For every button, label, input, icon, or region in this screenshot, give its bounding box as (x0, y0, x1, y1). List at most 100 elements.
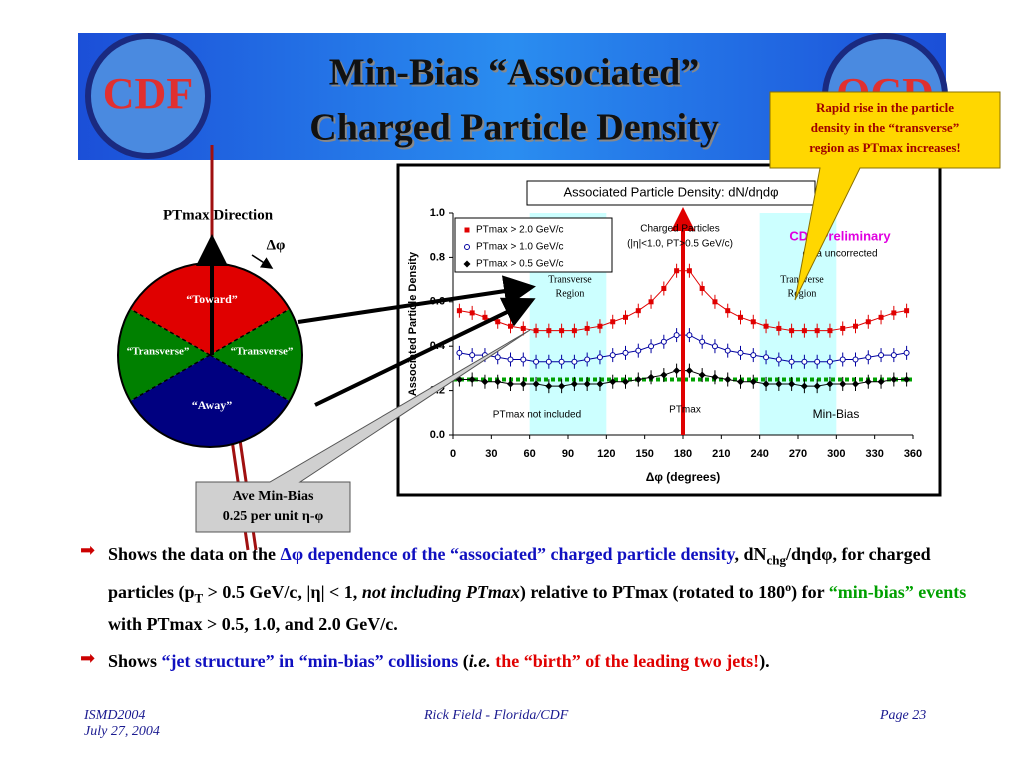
chart: 0.00.20.40.60.81.00306090120150180210240… (407, 180, 922, 484)
point (609, 352, 616, 359)
point (519, 380, 527, 388)
text: T (194, 590, 204, 606)
annotation: data uncorrected (802, 249, 877, 260)
point (890, 352, 897, 359)
point (750, 352, 757, 359)
text: “min-bias” events (828, 581, 967, 602)
point (776, 325, 782, 331)
point (852, 380, 859, 388)
point (546, 328, 552, 334)
point (456, 349, 463, 356)
point (775, 380, 783, 388)
point (699, 285, 705, 291)
point (763, 323, 769, 329)
point (853, 323, 858, 329)
point (597, 323, 603, 329)
point (788, 380, 796, 388)
point (750, 319, 756, 325)
annotation: (|η|<1.0, PT>0.5 GeV/c) (627, 239, 733, 250)
y-tick-label: 1.0 (430, 207, 445, 219)
point (481, 378, 489, 386)
text: ). (759, 651, 770, 671)
point (622, 349, 629, 356)
annotation: Charged Particles (640, 224, 719, 235)
point (635, 308, 641, 314)
point (596, 354, 603, 361)
y-axis-label: Associated Particle Density (407, 251, 419, 396)
annotation: PTmax (669, 405, 701, 416)
logo: CDF (85, 33, 211, 159)
x-tick-label: 210 (712, 448, 730, 460)
point (763, 354, 770, 361)
bullet-icon: ➡ (80, 540, 96, 560)
annotation: PTmax not included (493, 410, 581, 421)
text: not including PTmax (361, 581, 520, 602)
point (852, 356, 859, 363)
point (699, 338, 706, 345)
point (903, 349, 910, 356)
point (570, 380, 578, 388)
point (801, 328, 807, 334)
point (904, 308, 910, 314)
text: /dηdφ, for charged particles (p (108, 544, 931, 602)
point (903, 376, 911, 383)
pointer-arrow (314, 297, 536, 407)
point (647, 373, 655, 381)
legend-label: PTmax > 2.0 GeV/c (476, 225, 564, 236)
text: ( (458, 651, 469, 671)
legend (454, 217, 613, 273)
direction-label: PTmax Direction (163, 207, 274, 223)
point (673, 367, 681, 375)
text: Δφ dependence of the “associated” charge… (280, 544, 735, 564)
annotation: CDF Preliminary (789, 228, 891, 243)
region-label: “Toward” (186, 292, 238, 306)
point (698, 371, 706, 379)
point (890, 376, 898, 383)
point (558, 358, 565, 365)
point (559, 328, 565, 334)
point (878, 352, 885, 359)
title: Charged Particle Density (309, 107, 718, 149)
chart-title: Associated Particle Density: dN/dηdφ (563, 184, 778, 199)
point (622, 378, 629, 386)
point (738, 314, 743, 320)
x-tick-label: 180 (674, 448, 692, 460)
x-tick-label: 90 (562, 448, 574, 460)
point (864, 378, 872, 386)
point (507, 356, 514, 363)
x-tick-label: 330 (865, 448, 883, 460)
point (813, 382, 821, 390)
point (596, 380, 604, 388)
point (545, 358, 552, 365)
point (456, 308, 462, 314)
callout (769, 91, 1001, 301)
text: July 27, 2004 (84, 724, 160, 739)
point (865, 354, 872, 361)
point (878, 314, 884, 320)
point (686, 268, 692, 274)
point (839, 380, 847, 388)
shaded-region (759, 213, 837, 435)
point (520, 356, 527, 363)
callout-text: 0.25 per unit η-φ (223, 509, 324, 524)
text: with PTmax > 0.5, 1.0, and 2.0 GeV/c. (108, 614, 398, 635)
text: o (785, 579, 792, 594)
point (775, 356, 782, 363)
point (711, 373, 719, 381)
point (507, 380, 514, 388)
legend-marker (464, 244, 470, 250)
text: , dN (734, 544, 767, 564)
point (495, 319, 501, 325)
point (533, 328, 539, 334)
point (508, 323, 513, 329)
sector-transverse (210, 309, 303, 401)
point (711, 343, 718, 350)
wheel: “Toward” “Transverse” “Transverse” “Away… (117, 234, 303, 448)
callout-text: Ave Min-Bias (232, 489, 314, 504)
text: Shows (108, 651, 162, 671)
angle-arrow (251, 254, 274, 269)
chart-frame (396, 163, 942, 497)
point (674, 268, 680, 274)
text: “jet structure” in “min-bias” collisions (161, 651, 459, 671)
region-label: “Transverse” (231, 346, 294, 358)
